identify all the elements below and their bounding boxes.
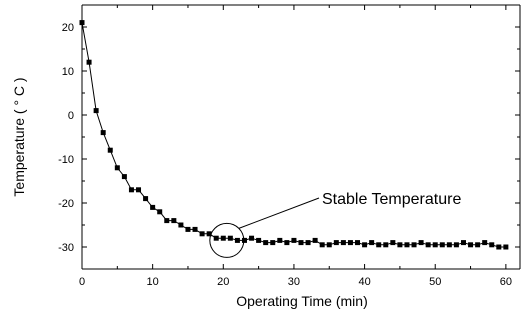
x-tick-label: 50 [429,276,441,288]
data-point [277,237,283,243]
y-tick-label: 0 [68,110,74,122]
data-point [298,240,304,246]
data-point [107,147,113,153]
data-point [79,20,85,26]
data-point [425,242,431,248]
data-point [319,242,325,248]
data-point [460,240,466,246]
tick-labels: 0 10 20 30 40 50 60 20 10 0 -10 -20 -30 [58,22,512,288]
y-tick-label: 20 [62,22,74,34]
data-point [213,235,219,241]
data-point [397,242,403,248]
data-point [263,240,269,246]
data-point [157,209,163,215]
data-point [164,218,170,224]
ticks [81,4,520,270]
x-tick-label: 20 [217,276,229,288]
data-point [362,242,368,248]
data-point [475,242,481,248]
data-point [355,240,361,246]
y-tick-label: -10 [58,154,74,166]
data-point [121,174,127,180]
data-point [206,231,212,237]
annotation: Stable Temperature [209,191,461,258]
data-point [432,242,438,248]
data-point [468,242,474,248]
data-point [192,226,198,232]
data-point [128,187,134,193]
data-points [79,20,509,250]
data-point [418,240,424,246]
data-point [390,240,396,246]
data-point [347,240,353,246]
y-tick-label: 10 [62,66,74,78]
data-point [453,242,459,248]
data-point [284,240,290,246]
annotation-label: Stable Temperature [322,191,461,208]
data-point [496,244,502,250]
data-point [291,237,297,243]
data-point [256,237,262,243]
data-point [114,165,120,171]
data-point [178,222,184,228]
x-tick-label: 30 [288,276,300,288]
data-point [503,244,509,250]
y-tick-label: -30 [58,242,74,254]
data-point [489,242,495,248]
data-point [270,240,276,246]
data-point [234,237,240,243]
data-point [143,196,149,202]
data-point [383,242,389,248]
y-axis-title: Temperature ( ° C ) [11,77,27,196]
series-line [81,22,506,248]
x-tick-label: 60 [500,276,512,288]
data-point [93,108,99,114]
data-point [446,242,452,248]
data-point [100,130,106,136]
data-point [404,242,410,248]
data-point [220,235,226,241]
x-tick-label: 10 [147,276,159,288]
data-point [376,242,382,248]
data-point [369,240,375,246]
data-point [312,237,318,243]
data-point [185,226,191,232]
x-tick-label: 40 [358,276,370,288]
data-point [305,240,311,246]
annotation-pointer [238,197,320,229]
axes [81,4,521,270]
data-point [333,240,339,246]
annotation-circle [209,222,245,258]
data-point [227,235,233,241]
data-point [86,59,92,65]
x-axis-title: Operating Time (min) [236,293,367,309]
y-tick-label: -20 [58,198,74,210]
data-point [326,242,332,248]
data-point [411,242,417,248]
data-point [136,187,142,193]
data-point [241,237,247,243]
x-tick-label: 0 [79,276,85,288]
data-point [199,231,205,237]
data-point [150,204,156,210]
data-point [171,218,177,224]
data-point [249,235,255,241]
data-point [482,240,488,246]
data-point [340,240,346,246]
data-point [439,242,445,248]
